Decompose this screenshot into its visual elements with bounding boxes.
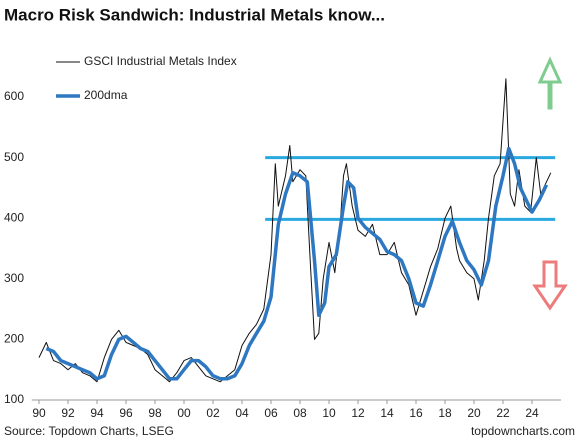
website: topdowncharts.com <box>471 424 575 438</box>
y-tick-label: 500 <box>4 150 24 164</box>
x-tick-label: 90 <box>32 406 46 420</box>
x-tick-label: 06 <box>264 406 278 420</box>
y-tick-label: 600 <box>4 89 24 103</box>
x-tick-label: 08 <box>293 406 307 420</box>
y-tick-label: 300 <box>4 271 24 285</box>
x-tick-label: 10 <box>322 406 336 420</box>
x-tick-label: 12 <box>351 406 365 420</box>
x-tick-label: 94 <box>90 406 104 420</box>
x-tick-label: 00 <box>177 406 191 420</box>
x-tick-label: 02 <box>206 406 220 420</box>
x-tick-label: 18 <box>438 406 452 420</box>
series-line <box>45 146 549 381</box>
legend-label: 200dma <box>84 88 128 102</box>
x-tick-label: 20 <box>467 406 481 420</box>
x-tick-label: 14 <box>380 406 394 420</box>
legend-label: GSCI Industrial Metals Index <box>84 54 237 68</box>
y-tick-label: 200 <box>4 332 24 346</box>
x-tick-label: 22 <box>496 406 510 420</box>
x-tick-label: 24 <box>525 406 539 420</box>
source: Source: Topdown Charts, LSEG <box>4 424 174 438</box>
chart-title: Macro Risk Sandwich: Industrial Metals k… <box>4 5 385 24</box>
down-arrow <box>532 260 568 311</box>
x-tick-label: 98 <box>148 406 162 420</box>
x-tick-label: 04 <box>235 406 249 420</box>
x-tick-label: 16 <box>409 406 423 420</box>
x-tick-label: 96 <box>119 406 133 420</box>
y-tick-label: 100 <box>4 392 24 406</box>
y-tick-label: 400 <box>4 210 24 224</box>
up-arrow <box>537 56 563 110</box>
series-line <box>38 78 552 383</box>
x-tick-label: 92 <box>61 406 75 420</box>
